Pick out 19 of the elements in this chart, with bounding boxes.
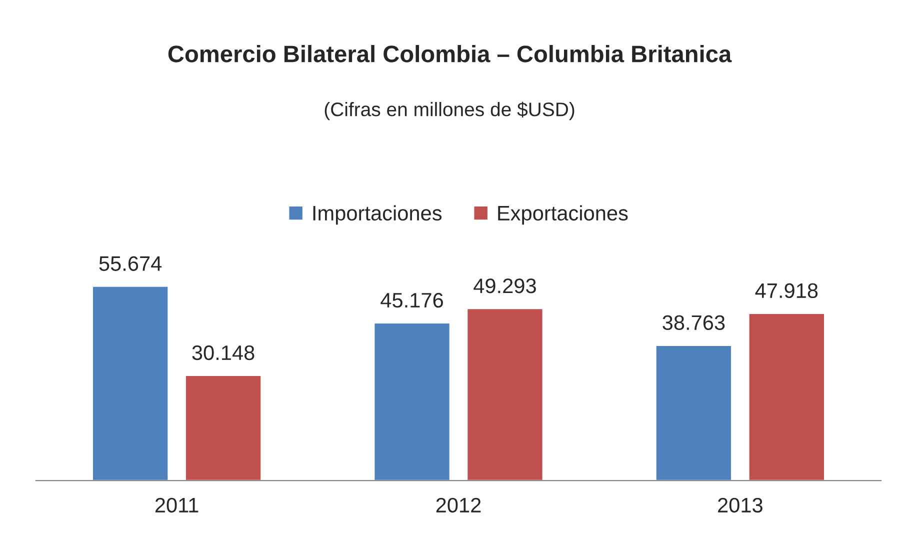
bar xyxy=(654,344,732,481)
bar xyxy=(466,308,544,481)
bar xyxy=(373,322,451,481)
data-label: 55.674 xyxy=(99,256,162,271)
data-label: 30.148 xyxy=(192,345,254,360)
data-label: 49.293 xyxy=(474,278,536,294)
legend-label: Exportaciones xyxy=(498,205,628,225)
bar xyxy=(184,374,262,481)
chart-subtitle: (Cifras en millones de $USD) xyxy=(324,102,574,120)
data-label: 47.918 xyxy=(755,283,818,298)
legend-label: Importaciones xyxy=(313,205,442,225)
data-label: 38.763 xyxy=(662,315,725,330)
x-tick-label: 2013 xyxy=(718,498,762,513)
data-label: 45.176 xyxy=(380,292,443,308)
chart-title: Comercio Bilateral Colombia – Columbia Britanica xyxy=(168,44,732,62)
bar xyxy=(92,286,170,481)
bar xyxy=(748,312,826,481)
x-tick-label: 2012 xyxy=(436,498,481,513)
x-tick-label: 2011 xyxy=(155,498,198,513)
